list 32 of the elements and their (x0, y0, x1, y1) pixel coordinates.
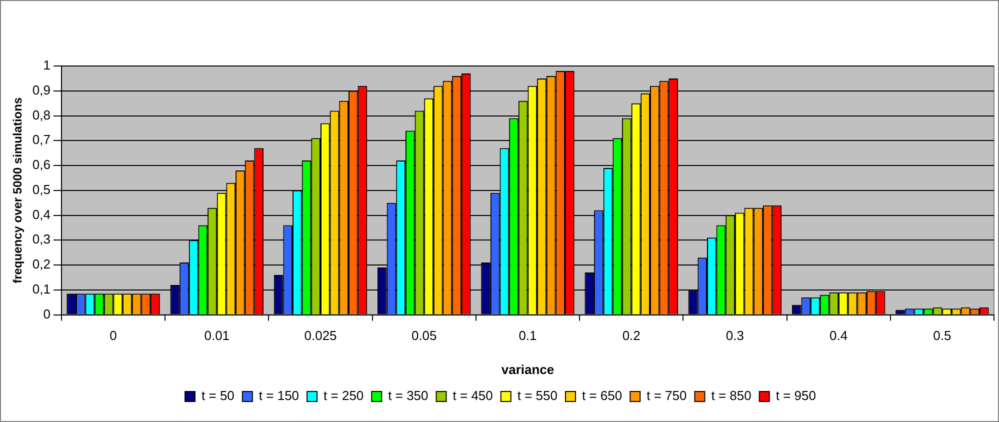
y-tick-label: 0,9 (32, 82, 50, 98)
x-tick-label: 0.025 (304, 328, 337, 344)
legend-label: t = 350 (388, 388, 428, 404)
x-tick-label: 0.2 (622, 328, 640, 344)
y-tick-label: 0 (43, 306, 50, 322)
legend-label: t = 250 (324, 388, 364, 404)
y-tick-label: 0,4 (32, 206, 50, 222)
legend-label: t = 50 (202, 388, 234, 404)
x-axis-title: variance (501, 362, 554, 377)
legend-label: t = 150 (258, 388, 300, 404)
y-tick-label: 1 (43, 58, 50, 73)
x-tick-label: 0.4 (830, 328, 848, 344)
legend-label: t = 850 (711, 388, 752, 404)
x-tick-label: 0.01 (204, 328, 230, 344)
y-tick-label: 0,8 (32, 107, 50, 122)
legend-label: t = 650 (582, 388, 622, 404)
y-tick-label: 0,5 (32, 182, 50, 197)
y-tick-label: 0,3 (32, 232, 50, 247)
y-tick-label: 0,6 (32, 157, 50, 172)
y-tick-label: 0,7 (32, 132, 50, 148)
x-tick-label: 0.05 (411, 328, 437, 344)
x-tick-label: 0.1 (518, 328, 537, 344)
y-tick-label: 0,2 (32, 256, 50, 272)
x-tick-label: 0 (110, 328, 117, 344)
legend-label: t = 750 (646, 388, 687, 404)
x-tick-label: 0.5 (933, 328, 952, 344)
y-axis-title: frequency over 5000 simulations (10, 97, 25, 284)
legend-label: t = 950 (776, 388, 816, 404)
legend-label: t = 450 (452, 388, 493, 404)
legend-label: t = 550 (517, 388, 558, 404)
x-tick-label: 0.3 (726, 328, 744, 344)
y-tick-label: 0,1 (32, 282, 50, 296)
